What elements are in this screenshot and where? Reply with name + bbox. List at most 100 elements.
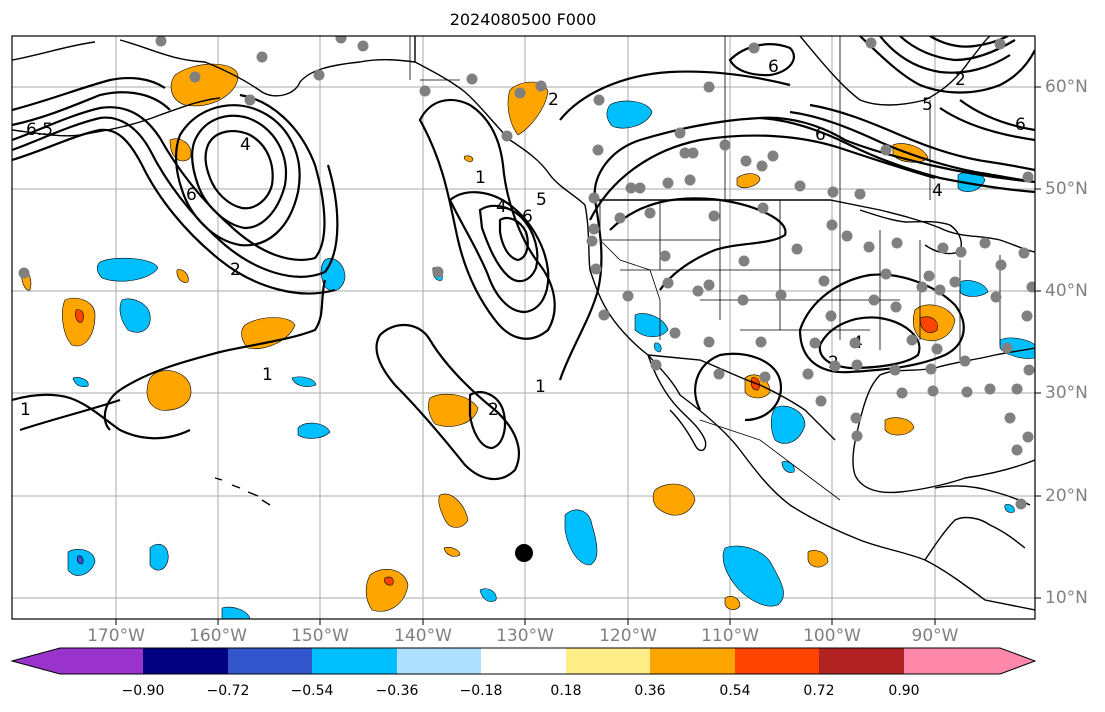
blue-patch xyxy=(959,280,989,297)
contour-label: 2 xyxy=(548,90,559,110)
contour-line xyxy=(19,398,121,432)
lon-label: 170°W xyxy=(87,626,145,646)
colorbar-segment xyxy=(312,648,397,674)
contour-label: 1 xyxy=(475,168,486,188)
colorbar-segment xyxy=(397,648,481,674)
lat-label: 10°N xyxy=(1045,588,1088,608)
contour-label: 6 xyxy=(1015,115,1026,135)
lon-label: 150°W xyxy=(291,626,349,646)
colorbar-tick: 0.18 xyxy=(550,683,582,699)
lat-label: 50°N xyxy=(1045,179,1088,199)
red-core xyxy=(75,309,84,323)
contour-label: 2 xyxy=(230,260,241,280)
axis-ticks xyxy=(115,86,1041,625)
hawaii-islands xyxy=(214,477,271,506)
contour-line xyxy=(12,93,326,261)
contour-line xyxy=(609,197,787,291)
us-mexico-border xyxy=(647,354,836,441)
contour-label: 6.5 xyxy=(26,120,53,140)
contour-line xyxy=(959,99,1035,132)
orange-patch xyxy=(884,417,915,436)
lon-label: 100°W xyxy=(803,626,861,646)
baja-california xyxy=(647,354,707,452)
orange-patch xyxy=(463,155,474,163)
blue-core xyxy=(76,555,84,565)
blue-patch xyxy=(564,509,598,566)
contour-label: 1 xyxy=(20,400,31,420)
station-markers xyxy=(18,36,1035,510)
aleutian-chain xyxy=(12,97,221,137)
orange-patch xyxy=(438,493,469,528)
orange-patch xyxy=(176,269,189,283)
blue-patch xyxy=(221,606,251,619)
colorbar-tick: −0.18 xyxy=(459,683,503,699)
contour-line xyxy=(204,130,274,210)
contour-line xyxy=(448,191,550,314)
contour-line xyxy=(558,116,1035,381)
blue-patch xyxy=(606,100,653,129)
blue-patch xyxy=(654,342,662,353)
colorbar-tick: 0.36 xyxy=(634,683,666,699)
colorbar xyxy=(10,647,1037,675)
coastlines xyxy=(12,36,1035,611)
colorbar-tick: 0.72 xyxy=(803,683,835,699)
colorbar-segment xyxy=(228,648,312,674)
lat-label: 60°N xyxy=(1045,77,1088,97)
blue-patch xyxy=(297,422,331,439)
orange-patch xyxy=(241,317,296,350)
political-boundaries xyxy=(409,36,1001,501)
contour-line xyxy=(468,391,507,450)
contour-line xyxy=(12,393,191,440)
contour-label: 1 xyxy=(535,377,546,397)
colorbar-segment xyxy=(566,648,650,674)
colorbar-outline xyxy=(10,647,1037,675)
orange-patch xyxy=(365,568,409,612)
contour-line xyxy=(478,204,539,283)
lon-label: 160°W xyxy=(189,626,247,646)
blue-patch xyxy=(149,544,169,571)
orange-patch xyxy=(146,370,192,411)
colorbar-tick: −0.90 xyxy=(121,683,165,699)
blue-patch xyxy=(770,405,806,444)
colorbar-segment xyxy=(60,648,143,674)
contour-label: 5 xyxy=(536,190,547,210)
colorbar-tick: 0.54 xyxy=(719,683,751,699)
contour-line xyxy=(939,107,1035,142)
orange-patch xyxy=(736,173,761,189)
colorbar-tick: −0.72 xyxy=(206,683,250,699)
blue-patch xyxy=(291,376,317,387)
lon-label: 120°W xyxy=(599,626,657,646)
contour-line xyxy=(559,70,791,121)
blue-patch xyxy=(72,377,89,388)
colorbar-segment xyxy=(904,648,1000,674)
storm-center-marker xyxy=(515,544,533,562)
blue-patch xyxy=(781,461,795,473)
colorbar-segment xyxy=(481,648,566,674)
contour-label: 4 xyxy=(932,181,943,201)
contour-label: 2 xyxy=(488,400,499,420)
colorbar-segment xyxy=(143,648,228,674)
colorbar-tick: −0.36 xyxy=(375,683,419,699)
lon-label: 130°W xyxy=(496,626,554,646)
central-america xyxy=(924,516,1026,561)
blue-patch xyxy=(320,258,346,292)
colorbar-segment xyxy=(819,648,904,674)
contour-label: 6 xyxy=(815,125,826,145)
contour-line xyxy=(498,216,529,262)
blue-patch xyxy=(722,545,784,607)
alaska-coast xyxy=(12,36,416,97)
lon-label: 90°W xyxy=(911,626,959,646)
lat-label: 30°N xyxy=(1045,383,1088,403)
contour-line xyxy=(859,36,1035,94)
colorbar-segment xyxy=(735,648,819,674)
orange-patch xyxy=(428,393,479,427)
map-title: 2024080500 F000 xyxy=(449,10,597,29)
contour-line xyxy=(589,134,936,221)
colorbar-tick: 0.90 xyxy=(888,683,920,699)
hudson-bay xyxy=(799,36,991,106)
contour-label: 6 xyxy=(522,207,533,227)
blue-patch xyxy=(96,257,159,282)
map-frame xyxy=(11,35,1036,620)
contour-label: 6 xyxy=(768,57,779,77)
lon-label: 110°W xyxy=(701,626,759,646)
